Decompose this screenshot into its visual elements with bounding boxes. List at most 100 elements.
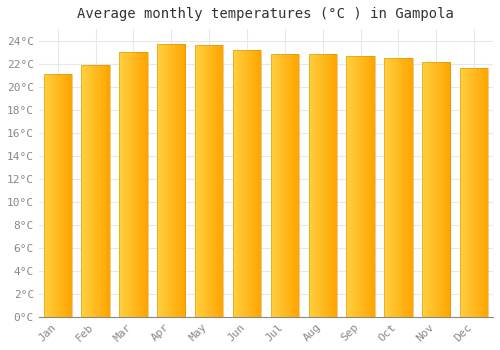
Bar	[69, 74, 70, 317]
Bar	[244, 50, 245, 317]
Bar	[52, 74, 53, 317]
Bar	[465, 68, 466, 317]
Bar	[290, 54, 291, 317]
Bar	[284, 54, 285, 317]
Bar	[348, 56, 349, 317]
Bar	[82, 65, 110, 317]
Bar	[358, 56, 359, 317]
Bar	[44, 74, 72, 317]
Bar	[66, 74, 67, 317]
Bar	[431, 62, 432, 317]
Bar	[157, 44, 186, 317]
Bar	[474, 68, 475, 317]
Bar	[346, 56, 347, 317]
Bar	[196, 45, 197, 317]
Bar	[435, 62, 436, 317]
Bar	[233, 50, 234, 317]
Bar	[351, 56, 352, 317]
Bar	[387, 58, 388, 317]
Bar	[137, 52, 138, 317]
Bar	[98, 65, 99, 317]
Bar	[484, 68, 485, 317]
Bar	[272, 54, 273, 317]
Bar	[326, 54, 327, 317]
Bar	[202, 45, 203, 317]
Bar	[348, 56, 349, 317]
Bar	[466, 68, 467, 317]
Bar	[463, 68, 464, 317]
Bar	[121, 52, 122, 317]
Bar	[477, 68, 478, 317]
Bar	[57, 74, 58, 317]
Bar	[297, 54, 298, 317]
Bar	[460, 68, 461, 317]
Bar	[286, 54, 287, 317]
Bar	[171, 44, 172, 317]
Bar	[273, 54, 274, 317]
Bar	[84, 65, 85, 317]
Bar	[247, 50, 248, 317]
Bar	[183, 44, 184, 317]
Bar	[56, 74, 57, 317]
Bar	[370, 56, 371, 317]
Bar	[260, 50, 261, 317]
Bar	[214, 45, 215, 317]
Bar	[373, 56, 374, 317]
Bar	[195, 45, 224, 317]
Bar	[463, 68, 464, 317]
Bar	[429, 62, 430, 317]
Bar	[385, 58, 386, 317]
Bar	[436, 62, 437, 317]
Bar	[180, 44, 181, 317]
Bar	[444, 62, 445, 317]
Bar	[198, 45, 200, 317]
Bar	[398, 58, 399, 317]
Bar	[143, 52, 144, 317]
Bar	[312, 54, 313, 317]
Bar	[277, 54, 278, 317]
Bar	[94, 65, 95, 317]
Bar	[195, 45, 196, 317]
Bar	[246, 50, 247, 317]
Bar	[408, 58, 409, 317]
Bar	[172, 44, 173, 317]
Bar	[275, 54, 276, 317]
Bar	[46, 74, 47, 317]
Bar	[390, 58, 391, 317]
Bar	[209, 45, 210, 317]
Bar	[384, 58, 412, 317]
Bar	[371, 56, 372, 317]
Bar	[279, 54, 280, 317]
Bar	[405, 58, 406, 317]
Bar	[125, 52, 126, 317]
Bar	[126, 52, 127, 317]
Bar	[464, 68, 465, 317]
Bar	[218, 45, 219, 317]
Bar	[123, 52, 124, 317]
Bar	[483, 68, 484, 317]
Bar	[331, 54, 332, 317]
Bar	[353, 56, 354, 317]
Bar	[219, 45, 220, 317]
Bar	[403, 58, 404, 317]
Bar	[141, 52, 142, 317]
Bar	[433, 62, 434, 317]
Bar	[274, 54, 275, 317]
Bar	[48, 74, 50, 317]
Bar	[428, 62, 429, 317]
Bar	[53, 74, 54, 317]
Bar	[119, 52, 120, 317]
Bar	[133, 52, 134, 317]
Bar	[441, 62, 442, 317]
Bar	[51, 74, 52, 317]
Bar	[132, 52, 133, 317]
Bar	[422, 62, 450, 317]
Bar	[93, 65, 94, 317]
Bar	[66, 74, 67, 317]
Bar	[216, 45, 217, 317]
Bar	[393, 58, 394, 317]
Bar	[175, 44, 176, 317]
Bar	[397, 58, 398, 317]
Bar	[335, 54, 336, 317]
Bar	[407, 58, 408, 317]
